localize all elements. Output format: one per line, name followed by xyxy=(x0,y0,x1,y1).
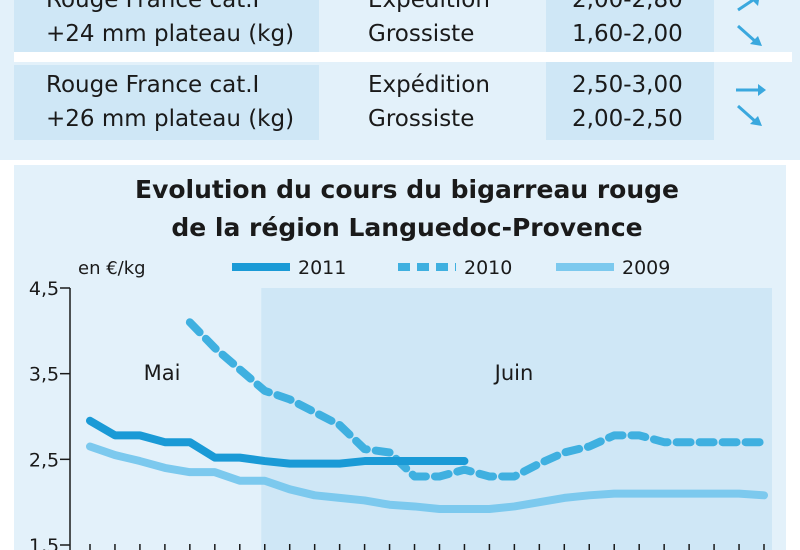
trend-down-icon xyxy=(737,24,762,46)
y-tick-label: 3,5 xyxy=(29,364,59,386)
trend-up-icon xyxy=(737,0,759,12)
caliber-label: +26 mm plateau (kg) xyxy=(46,106,295,132)
series-line-2010 xyxy=(185,318,768,481)
period-labels: Mai Juin xyxy=(144,361,534,385)
legend-label-2010: 2010 xyxy=(464,257,512,279)
label-band-row1 xyxy=(14,0,319,52)
caliber-label: +24 mm plateau (kg) xyxy=(46,21,295,47)
june-background-band xyxy=(261,288,772,550)
y-tick-label: 1,5 xyxy=(29,535,59,550)
variety-label: Rouge France cat.I xyxy=(46,72,260,98)
chart-legend: 2011 2010 2009 xyxy=(232,257,670,279)
series-line-2009 xyxy=(86,442,768,514)
y-tick-label: 2,5 xyxy=(29,449,59,471)
trend-icons xyxy=(736,0,766,126)
legend-label-2009: 2009 xyxy=(622,257,670,279)
chart-title-line1: Evolution du cours du bigarreau rouge xyxy=(135,175,679,204)
market-label: Grossiste xyxy=(368,21,475,47)
y-axis: 1,5 2,5 3,5 4,5 xyxy=(29,278,765,550)
price-value: 2,00-2,50 xyxy=(572,106,683,132)
market-label: Grossiste xyxy=(368,106,475,132)
row-separator xyxy=(14,52,792,62)
price-column-band xyxy=(546,0,714,140)
period-label-juin: Juin xyxy=(493,361,534,385)
variety-label: Rouge France cat.I xyxy=(46,0,260,13)
label-band-row2 xyxy=(14,65,319,140)
y-tick-label: 4,5 xyxy=(29,278,59,300)
price-value: 2,50-3,00 xyxy=(572,72,683,98)
period-label-mai: Mai xyxy=(144,361,181,385)
market-label: Expédition xyxy=(368,72,490,98)
price-value: 1,60-2,00 xyxy=(572,21,683,47)
trend-down-icon xyxy=(737,104,762,126)
chart-title-line2: de la région Languedoc-Provence xyxy=(171,213,642,242)
price-value: 2,00-2,80 xyxy=(572,0,683,13)
trend-flat-icon xyxy=(736,84,766,96)
market-label: Expédition xyxy=(368,0,490,13)
unit-label: en €/kg xyxy=(78,258,146,279)
series-line-2011 xyxy=(86,416,469,468)
series-lines xyxy=(86,318,768,514)
legend-label-2011: 2011 xyxy=(298,257,346,279)
